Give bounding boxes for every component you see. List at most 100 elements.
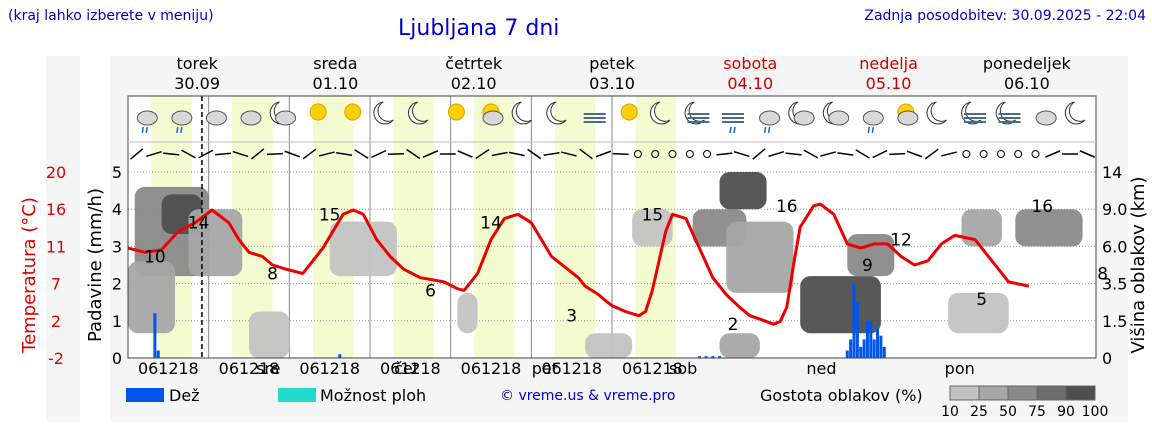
hour-label: 12: [481, 359, 501, 378]
rain-bar: [879, 335, 883, 358]
temperature-label: 16: [1031, 197, 1053, 217]
wind-barb-icon: [130, 148, 144, 160]
sun-icon: [309, 103, 327, 121]
temp-tick: 16: [46, 200, 66, 219]
temperature-label: 10: [144, 248, 166, 268]
wind-barb-icon: [803, 149, 819, 159]
wind-barb-icon: [752, 148, 766, 160]
precip-tick: 0: [112, 349, 122, 368]
rain-bar: [872, 339, 876, 358]
hour-label: 06: [622, 359, 642, 378]
density-swatch: [1007, 385, 1038, 401]
rain-bar: [704, 356, 708, 358]
hour-label: 18: [259, 359, 279, 378]
cloud-rain-icon: [136, 110, 158, 134]
temperature-label: 14: [480, 214, 502, 234]
density-swatch: [1065, 385, 1096, 401]
wind-barb-icon: [215, 152, 232, 156]
cloud-block: [800, 276, 881, 334]
wind-barb-icon: [336, 152, 353, 156]
day-date: 02.10: [451, 74, 497, 93]
density-tick: 90: [1057, 404, 1075, 420]
hour-label: 18: [501, 359, 521, 378]
moon-icon: [1064, 101, 1086, 125]
wind-barb-icon: [1045, 150, 1061, 158]
wind-barb-icon: [508, 151, 525, 157]
cloud-block: [632, 209, 673, 247]
temperature-label: 8: [267, 264, 278, 284]
temperature-label: 15: [319, 205, 341, 225]
wind-barb-icon: [250, 148, 265, 160]
copyright: © vreme.us & vreme.pro: [500, 388, 676, 404]
wind-calm-icon: [685, 150, 694, 158]
hour-label: 12: [561, 359, 581, 378]
rain-bar: [862, 339, 866, 358]
density-tick: 50: [999, 404, 1017, 420]
density-tick: 75: [1028, 404, 1046, 420]
storm-legend-swatch: [278, 388, 316, 402]
temperature-label: 9: [862, 256, 873, 276]
wind-barb-icon: [785, 152, 802, 156]
cloud-block: [585, 333, 633, 358]
rain-bar: [859, 346, 863, 358]
precip-tick: 2: [112, 275, 122, 294]
density-tick: 100: [1082, 404, 1109, 420]
moon-cloud-icon: [822, 101, 850, 126]
rain-bar: [855, 302, 859, 358]
rain-bar: [153, 313, 157, 358]
hour-label: 06: [541, 359, 561, 378]
sun-icon: [447, 103, 465, 121]
cloud-block: [719, 172, 767, 210]
day-abbr: čet: [394, 359, 419, 378]
wind-barb-icon: [181, 149, 196, 159]
wind-calm-icon: [633, 150, 642, 158]
temp-tick: 20: [46, 163, 66, 182]
hour-label: 18: [582, 359, 602, 378]
moon-icon: [926, 101, 947, 125]
hour-label: 06: [461, 359, 481, 378]
day-date: 05.10: [866, 74, 912, 93]
temp-tick: -2: [48, 349, 64, 368]
rain-bar: [156, 350, 160, 358]
moon-fog-icon: [961, 101, 986, 125]
sun-cloud-icon: [897, 103, 919, 126]
fog-rain-icon: [722, 113, 744, 134]
wind-barb-icon: [1079, 150, 1096, 158]
day-date: 04.10: [727, 74, 773, 93]
temperature-label: 5: [976, 290, 987, 310]
sun-cloud-icon: [482, 103, 504, 126]
wind-barb-icon: [527, 148, 542, 160]
hour-label: 06: [299, 359, 319, 378]
sun-icon: [344, 103, 362, 121]
cloud-block: [961, 209, 1002, 247]
temperature-label: 15: [642, 205, 664, 225]
moon-icon: [546, 101, 567, 125]
wind-barb-icon: [266, 152, 283, 156]
hour-label: 06: [138, 359, 158, 378]
cloud-alt-tick: 1.5: [1102, 312, 1127, 331]
cloud-alt-tick: 14: [1102, 163, 1122, 182]
cloud-alt-tick: 9.0: [1102, 200, 1127, 219]
moon-cloud-icon: [788, 101, 815, 126]
rain-bar: [718, 356, 722, 358]
wind-barb-icon: [318, 151, 335, 157]
daylight-band: [474, 96, 515, 358]
wind-barb-icon: [491, 151, 508, 157]
precip-tick: 3: [112, 237, 122, 256]
wind-calm-icon: [1014, 150, 1023, 158]
wind-barb-icon: [163, 152, 180, 156]
wind-barb-icon: [855, 149, 870, 159]
rain-bar: [849, 339, 853, 358]
moon-cloud-icon: [269, 101, 297, 126]
rain-bar: [697, 356, 701, 358]
hour-label: 18: [178, 359, 198, 378]
wind-calm-icon: [703, 150, 712, 158]
wind-barb-icon: [579, 148, 593, 160]
sun-icon: [620, 103, 638, 121]
hour-label: 18: [340, 359, 360, 378]
moon-icon: [649, 101, 671, 125]
cloud-block: [1015, 209, 1083, 247]
wind-calm-icon: [651, 150, 660, 158]
day-name: sreda: [313, 54, 357, 73]
